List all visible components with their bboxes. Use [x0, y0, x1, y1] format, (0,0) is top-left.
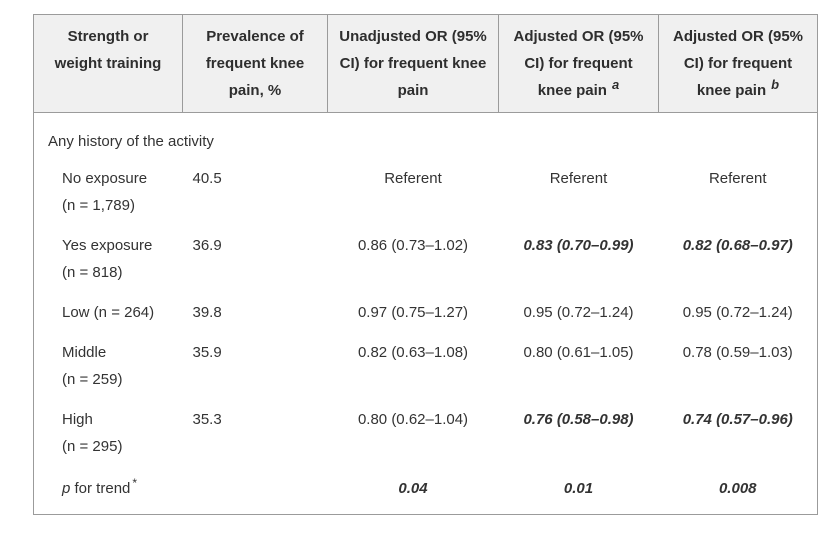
trend-label: for trend — [70, 480, 131, 497]
footnote-marker-a: a — [611, 77, 620, 92]
footnote-marker-b: b — [771, 77, 780, 92]
cell-activity: No exposure (n = 1,789) — [34, 158, 183, 225]
cell-unadjusted-or: 0.82 (0.63–1.08) — [357, 344, 469, 361]
column-header-label: Unadjusted OR (95% CI) for frequent knee… — [339, 28, 487, 99]
cell-adjusted-or-a: 0.01 — [563, 480, 594, 497]
footnote-marker-star: * — [132, 476, 138, 490]
column-header-activity: Strength or weight training — [33, 14, 183, 113]
cell-prevalence: 35.3 — [192, 411, 222, 428]
row-sublabel: (n = 818) — [62, 264, 123, 281]
cell-prevalence: 36.9 — [192, 237, 222, 254]
table-row-middle: Middle (n = 259) 35.9 0.82 (0.63–1.08) 0… — [34, 332, 818, 399]
table-header: Strength or weight training Prevalence o… — [33, 14, 818, 113]
cell-adjusted-or-b: 0.95 (0.72–1.24) — [682, 304, 793, 321]
row-sublabel: (n = 295) — [62, 438, 123, 455]
cell-unadjusted-or: 0.97 (0.75–1.27) — [357, 304, 469, 321]
section-header-row: Any history of the activity — [34, 113, 818, 159]
cell-unadjusted-or: 0.80 (0.62–1.04) — [357, 411, 469, 428]
table-row-p-for-trend: p for trend * 0.04 0.01 0.008 — [34, 466, 818, 515]
cell-adjusted-or-b: Referent — [708, 170, 767, 187]
row-label: Low (n = 264) — [62, 304, 155, 321]
cell-prevalence: 39.8 — [192, 304, 222, 321]
cell-prevalence: 40.5 — [192, 170, 222, 187]
cell-adjusted-or-b: 0.74 (0.57–0.96) — [682, 411, 793, 428]
row-label: Middle — [62, 344, 107, 361]
row-label: High — [62, 411, 93, 428]
cell-adjusted-or-a: Referent — [549, 170, 608, 187]
table-row-high: High (n = 295) 35.3 0.80 (0.62–1.04) 0.7… — [34, 399, 818, 466]
cell-p-for-trend-label: p for trend * — [34, 466, 183, 515]
p-label: p — [62, 480, 71, 497]
table-row-no-exposure: No exposure (n = 1,789) 40.5 Referent Re… — [34, 158, 818, 225]
column-header-label: Strength or weight training — [54, 28, 162, 72]
cell-unadjusted-or: 0.86 (0.73–1.02) — [357, 237, 469, 254]
cell-unadjusted-or: 0.04 — [398, 480, 428, 497]
header-row: Strength or weight training Prevalence o… — [33, 14, 818, 113]
column-header-adjusted-or-b: Adjusted OR (95% CI) for frequent knee p… — [658, 14, 818, 113]
knee-pain-results-table: Strength or weight training Prevalence o… — [33, 14, 818, 515]
table-row-yes-exposure: Yes exposure (n = 818) 36.9 0.86 (0.73–1… — [34, 225, 818, 292]
cell-activity: Low (n = 264) — [34, 292, 183, 332]
row-sublabel: (n = 259) — [62, 371, 123, 388]
cell-adjusted-or-b: 0.82 (0.68–0.97) — [682, 237, 793, 254]
column-header-adjusted-or-a: Adjusted OR (95% CI) for frequent knee p… — [498, 14, 659, 113]
cell-adjusted-or-b: 0.78 (0.59–1.03) — [682, 344, 793, 361]
table-row-low: Low (n = 264) 39.8 0.97 (0.75–1.27) 0.95… — [34, 292, 818, 332]
column-header-prevalence: Prevalence of frequent knee pain, % — [182, 14, 328, 113]
cell-adjusted-or-a: 0.83 (0.70–0.99) — [523, 237, 634, 254]
cell-adjusted-or-a: 0.76 (0.58–0.98) — [523, 411, 634, 428]
column-header-label: Adjusted OR (95% CI) for frequent knee p… — [672, 28, 804, 99]
column-header-label: Prevalence of frequent knee pain, % — [205, 28, 305, 99]
column-header-label: Adjusted OR (95% CI) for frequent knee p… — [513, 28, 644, 99]
cell-adjusted-or-b: 0.008 — [718, 480, 757, 497]
row-label: No exposure — [62, 170, 148, 187]
section-header-label: Any history of the activity — [48, 133, 214, 150]
cell-prevalence-empty — [183, 466, 328, 515]
cell-activity: Yes exposure (n = 818) — [34, 225, 183, 292]
cell-activity: High (n = 295) — [34, 399, 183, 466]
cell-adjusted-or-a: 0.80 (0.61–1.05) — [523, 344, 634, 361]
page: Strength or weight training Prevalence o… — [33, 14, 818, 515]
table-body: Any history of the activity No exposure … — [34, 113, 818, 515]
column-header-unadjusted-or: Unadjusted OR (95% CI) for frequent knee… — [327, 14, 499, 113]
cell-activity: Middle (n = 259) — [34, 332, 183, 399]
cell-adjusted-or-a: 0.95 (0.72–1.24) — [523, 304, 634, 321]
cell-prevalence: 35.9 — [192, 344, 222, 361]
cell-unadjusted-or: Referent — [384, 170, 442, 187]
section-header-cell: Any history of the activity — [34, 113, 818, 159]
row-label: Yes exposure — [62, 237, 153, 254]
row-sublabel: (n = 1,789) — [62, 197, 135, 214]
